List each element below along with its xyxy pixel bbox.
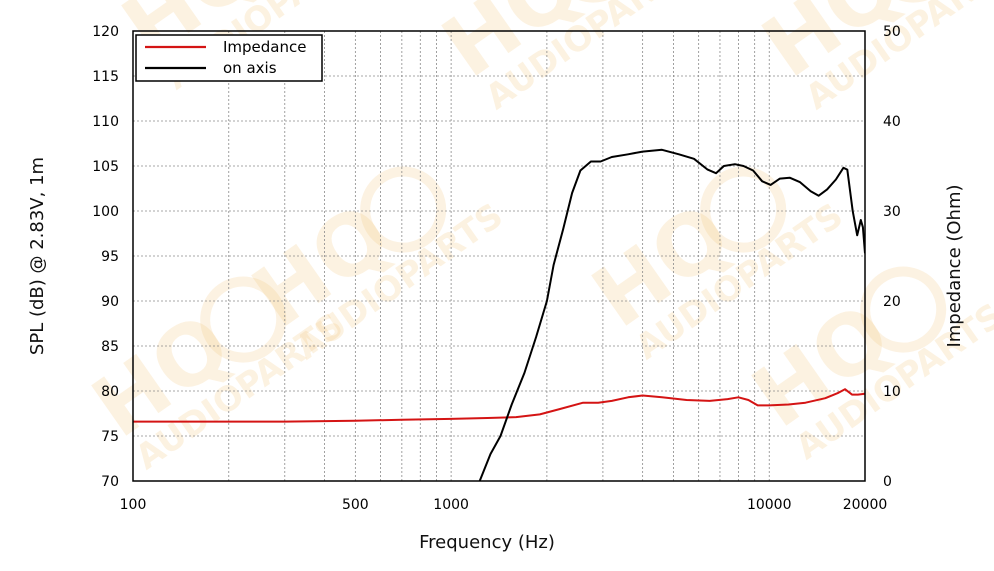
y2-tick-label: 20 <box>883 294 901 310</box>
watermark-ring <box>860 266 947 353</box>
legend-label-on-axis: on axis <box>223 59 277 77</box>
x-axis-title: Frequency (Hz) <box>419 532 555 553</box>
y-tick-label: 85 <box>101 339 119 355</box>
x-tick-label: 1000 <box>433 497 469 513</box>
x-tick-label: 500 <box>342 497 369 513</box>
y-tick-label: 105 <box>92 159 119 175</box>
y-tick-label: 75 <box>101 429 119 445</box>
legend-box <box>135 34 323 82</box>
y-tick-label: 120 <box>92 24 119 40</box>
y-tick-label: 100 <box>92 204 119 220</box>
y-tick-label: 70 <box>101 474 119 490</box>
watermark-ring <box>360 166 447 253</box>
watermark-ring <box>200 276 287 363</box>
y2-tick-label: 50 <box>883 24 901 40</box>
watermark-ring <box>700 166 787 253</box>
y2-tick-label: 10 <box>883 384 901 400</box>
y-tick-label: 115 <box>92 69 119 85</box>
series-layer <box>133 148 865 481</box>
y-tick-label: 110 <box>92 114 119 130</box>
series-line-on-axis <box>478 148 865 481</box>
series-line-impedance <box>133 388 865 423</box>
plot-frame <box>132 30 866 482</box>
y-tick-label: 95 <box>101 249 119 265</box>
tick-labels: 100 500 1000 10000 2000070758085909510010511… <box>92 24 901 513</box>
y2-axis-title: Impedance (Ohm) <box>944 184 965 347</box>
x-tick-label: 20000 <box>843 497 888 513</box>
x-tick-label: 100 <box>120 497 147 513</box>
y-axis-title: SPL (dB) @ 2.83V, 1m <box>27 157 48 355</box>
y-tick-label: 90 <box>101 294 119 310</box>
y2-tick-label: 40 <box>883 114 901 130</box>
legend: Impedance on axis <box>135 34 323 82</box>
y2-tick-label: 0 <box>883 474 892 490</box>
legend-label-impedance: Impedance <box>223 38 306 56</box>
y2-tick-label: 30 <box>883 204 901 220</box>
x-tick-label: 10000 <box>747 497 792 513</box>
y-tick-label: 80 <box>101 384 119 400</box>
